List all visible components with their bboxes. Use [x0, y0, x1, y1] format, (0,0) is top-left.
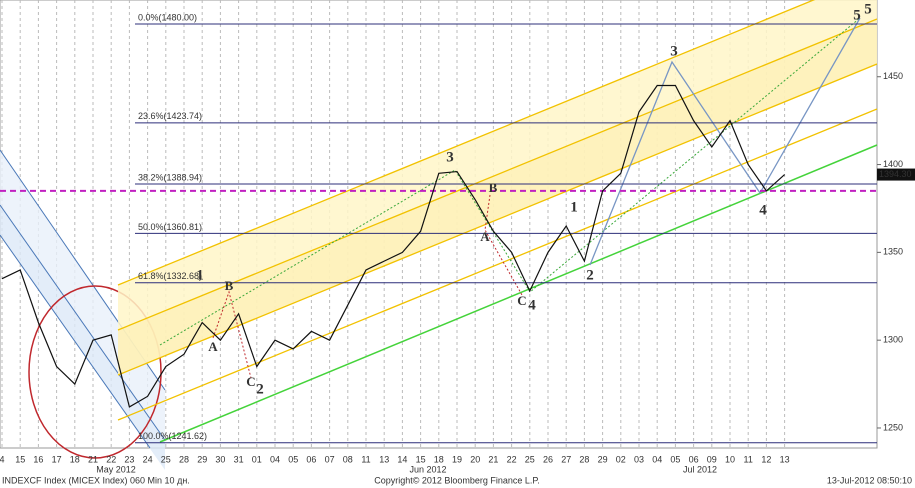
x-tick-label: 05	[670, 454, 680, 464]
y-tick-label: 1450	[883, 71, 903, 81]
x-tick-label: 26	[543, 454, 553, 464]
wave-label: A	[480, 229, 490, 244]
x-tick-label: 21	[88, 454, 98, 464]
x-tick-label: 22	[106, 454, 116, 464]
x-tick-label: 17	[52, 454, 62, 464]
wave-label: A	[208, 339, 218, 354]
wave-label: 5	[853, 7, 861, 23]
x-tick-label: 07	[325, 454, 335, 464]
wave-label: B	[489, 180, 498, 195]
x-tick-label: 04	[270, 454, 280, 464]
x-tick-label: 16	[33, 454, 43, 464]
x-tick-label: 29	[598, 454, 608, 464]
wave-dotted	[484, 194, 523, 296]
fib-label: 0.0%(1480.00)	[138, 12, 197, 22]
wave-label: C	[517, 293, 526, 308]
price-line	[1, 84, 786, 408]
channel-line	[117, 18, 878, 331]
wave-label: 1	[570, 199, 578, 215]
wave-label: 2	[256, 381, 264, 397]
last-price-tag	[877, 168, 915, 181]
wave-label: B	[225, 278, 234, 293]
x-tick-label: 25	[161, 454, 171, 464]
y-tick-label: 1300	[883, 335, 903, 345]
wave-label: 5	[864, 1, 872, 17]
x-tick-label: 04	[652, 454, 662, 464]
x-tick-label: 28	[579, 454, 589, 464]
wave-path	[589, 17, 861, 266]
x-tick-label: 31	[234, 454, 244, 464]
x-tick-label: 10	[725, 454, 735, 464]
x-tick-label: 01	[252, 454, 262, 464]
channel-line	[117, 108, 878, 421]
x-tick-label: 15	[15, 454, 25, 464]
x-tick-label: 4	[0, 454, 5, 464]
x-tick-label: 09	[707, 454, 717, 464]
wave-label: 2	[586, 267, 594, 283]
x-tick-label: 23	[124, 454, 134, 464]
wave-label: 3	[670, 43, 678, 59]
x-tick-label: 30	[215, 454, 225, 464]
fib-label: 100.0%(1241.62)	[138, 431, 207, 441]
fib-label: 23.6%(1423.74)	[138, 111, 202, 121]
x-tick-label: 13	[780, 454, 790, 464]
last-price-label: 1394.30	[879, 169, 912, 179]
wave-label: 4	[759, 202, 767, 218]
x-tick-label: 25	[525, 454, 535, 464]
x-tick-label: 13	[379, 454, 389, 464]
channel-line	[0, 234, 151, 449]
wave-dotted	[212, 290, 252, 379]
wave-label: 1	[196, 267, 204, 283]
x-tick-label: 14	[397, 454, 407, 464]
x-tick-label: 12	[761, 454, 771, 464]
x-tick-label: 22	[507, 454, 517, 464]
month-label: Jun 2012	[409, 464, 446, 474]
x-tick-label: 18	[70, 454, 80, 464]
x-tick-label: 24	[143, 454, 153, 464]
wave-label: 3	[446, 149, 454, 165]
x-tick-label: 06	[306, 454, 316, 464]
x-tick-label: 03	[634, 454, 644, 464]
x-tick-label: 18	[434, 454, 444, 464]
y-tick-label: 1250	[883, 422, 903, 432]
x-tick-label: 15	[416, 454, 426, 464]
y-tick-label: 1350	[883, 247, 903, 257]
x-tick-label: 28	[179, 454, 189, 464]
x-tick-label: 06	[689, 454, 699, 464]
wave-label: 4	[528, 297, 536, 313]
month-label: Jul 2012	[683, 464, 717, 474]
channel-line	[117, 63, 878, 376]
fib-label: 61.8%(1332.68)	[138, 271, 202, 281]
x-tick-label: 08	[343, 454, 353, 464]
x-tick-label: 29	[197, 454, 207, 464]
x-tick-label: 11	[744, 454, 753, 464]
trend-line	[159, 144, 878, 443]
x-tick-label: 02	[616, 454, 626, 464]
fib-label: 50.0%(1360.81)	[138, 222, 202, 232]
footer-right: 13-Jul-2012 08:50:10	[827, 475, 912, 485]
wave-label: C	[246, 374, 255, 389]
footer-center: Copyright© 2012 Bloomberg Finance L.P.	[374, 475, 540, 485]
highlight-circle	[28, 285, 162, 459]
y-tick-label: 1400	[883, 159, 903, 169]
fib-label: 38.2%(1388.94)	[138, 172, 202, 182]
month-label: May 2012	[96, 464, 136, 474]
footer-left: INDEXCF Index (MICEX Index) 060 Min 10 д…	[2, 475, 190, 485]
channel-fill	[0, 205, 165, 470]
x-tick-label: 20	[470, 454, 480, 464]
x-tick-label: 19	[452, 454, 462, 464]
channel-line	[0, 204, 166, 441]
x-tick-label: 27	[561, 454, 571, 464]
wave-dotted	[159, 17, 861, 346]
x-tick-label: 11	[361, 454, 370, 464]
x-tick-label: 21	[488, 454, 498, 464]
x-tick-label: 05	[288, 454, 298, 464]
